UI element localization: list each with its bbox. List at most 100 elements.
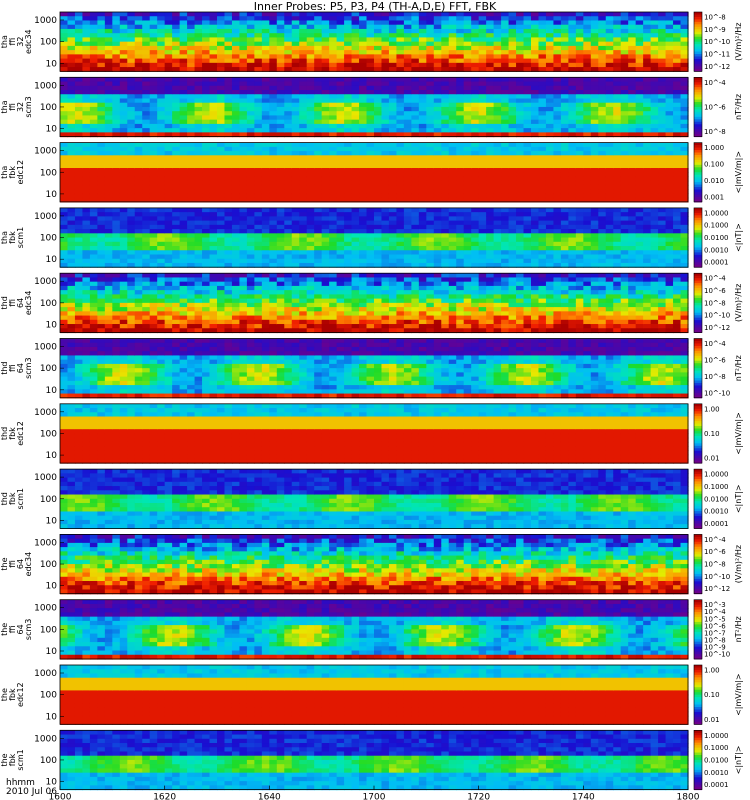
heatmap-cell (433, 98, 442, 104)
heatmap-cell (538, 58, 547, 64)
heatmap-cell (97, 319, 106, 325)
heatmap-cell (119, 285, 128, 291)
heatmap-cell (291, 220, 300, 226)
heatmap-cell (97, 216, 106, 222)
heatmap-cell (403, 115, 412, 121)
heatmap-cell (590, 12, 599, 17)
heatmap-cell (209, 189, 218, 195)
heatmap-cell (67, 254, 76, 260)
heatmap-cell (553, 146, 562, 152)
heatmap-cell (628, 24, 637, 30)
heatmap-cell (224, 180, 233, 186)
heatmap-cell (650, 180, 659, 186)
heatmap-cell (374, 123, 383, 129)
heatmap-cell (119, 212, 128, 217)
heatmap-cell (231, 168, 241, 173)
heatmap-cell (381, 258, 390, 264)
heatmap-cell (254, 180, 263, 186)
heatmap-cell (568, 98, 577, 104)
heatmap-cell (583, 132, 592, 138)
heatmap-cell (531, 172, 540, 178)
heatmap-cell (89, 290, 98, 295)
heatmap-cell (217, 216, 226, 222)
heatmap-cell (74, 180, 84, 186)
heatmap-cell (635, 216, 644, 222)
heatmap-cell (67, 277, 76, 283)
heatmap-cell (157, 16, 166, 22)
heatmap-cell (276, 237, 285, 243)
heatmap-cell (568, 77, 577, 83)
colorbar-cell (694, 167, 702, 171)
heatmap-cell (276, 207, 285, 213)
heatmap-cell (351, 212, 360, 217)
heatmap-cell (613, 33, 622, 39)
heatmap-cell (359, 172, 368, 178)
heatmap-cell (658, 12, 667, 17)
heatmap-cell (351, 85, 360, 91)
heatmap-cell (172, 168, 181, 173)
heatmap-cell (67, 163, 76, 169)
heatmap-cell (217, 155, 226, 161)
heatmap-cell (374, 106, 383, 112)
heatmap-cell (403, 176, 412, 182)
heatmap-cell (351, 254, 360, 260)
heatmap-cell (501, 111, 510, 117)
heatmap-cell (217, 197, 226, 203)
heatmap-cell (329, 37, 338, 43)
heatmap-cell (575, 54, 584, 60)
colorbar-tick-label: 10^-9 (704, 26, 726, 34)
heatmap-cell (104, 41, 113, 47)
heatmap-cell (314, 172, 323, 178)
heatmap-cell (433, 197, 442, 203)
heatmap-cell (665, 33, 674, 39)
heatmap-cell (239, 128, 248, 133)
heatmap-cell (426, 58, 435, 64)
heatmap-cell (314, 20, 323, 26)
heatmap-cell (568, 33, 577, 39)
heatmap-cell (433, 24, 442, 30)
heatmap-cell (209, 50, 218, 55)
heatmap-cell (246, 172, 255, 178)
heatmap-cell (665, 168, 674, 173)
heatmap-cell (67, 302, 76, 308)
heatmap-cell (149, 216, 158, 222)
heatmap-cell (187, 159, 196, 165)
heatmap-cell (239, 250, 248, 256)
heatmap-cell (149, 197, 158, 203)
heatmap-cell (658, 62, 667, 68)
heatmap-cell (388, 262, 398, 268)
heatmap-cell (441, 237, 450, 243)
heatmap-cell (396, 119, 405, 125)
heatmap-cell (531, 212, 540, 217)
heatmap-cell (276, 142, 285, 148)
heatmap-cell (74, 98, 84, 104)
heatmap-cell (650, 24, 659, 30)
heatmap-cell (134, 176, 143, 182)
heatmap-cell (179, 163, 188, 169)
heatmap-cell (471, 115, 480, 121)
heatmap-cell (531, 159, 540, 165)
heatmap-cell (359, 151, 368, 156)
heatmap-cell (531, 106, 540, 112)
heatmap-cell (231, 102, 241, 108)
heatmap-cell (276, 102, 285, 108)
heatmap-cell (426, 197, 435, 203)
heatmap-cell (119, 159, 128, 165)
heatmap-cell (650, 123, 659, 129)
heatmap-cell (67, 233, 76, 239)
heatmap-cell (261, 168, 270, 173)
heatmap-cell (194, 224, 203, 230)
heatmap-cell (336, 250, 345, 256)
heatmap-cell (261, 163, 270, 169)
heatmap-cell (366, 37, 375, 43)
heatmap-cell (217, 123, 226, 129)
heatmap-cell (209, 94, 218, 100)
heatmap-cell (112, 315, 121, 321)
heatmap-cell (112, 45, 121, 51)
heatmap-cell (164, 163, 173, 169)
heatmap-cell (209, 106, 218, 112)
heatmap-cell (374, 184, 383, 190)
heatmap-cell (463, 33, 472, 39)
heatmap-cell (478, 58, 487, 64)
heatmap-cell (299, 224, 308, 230)
